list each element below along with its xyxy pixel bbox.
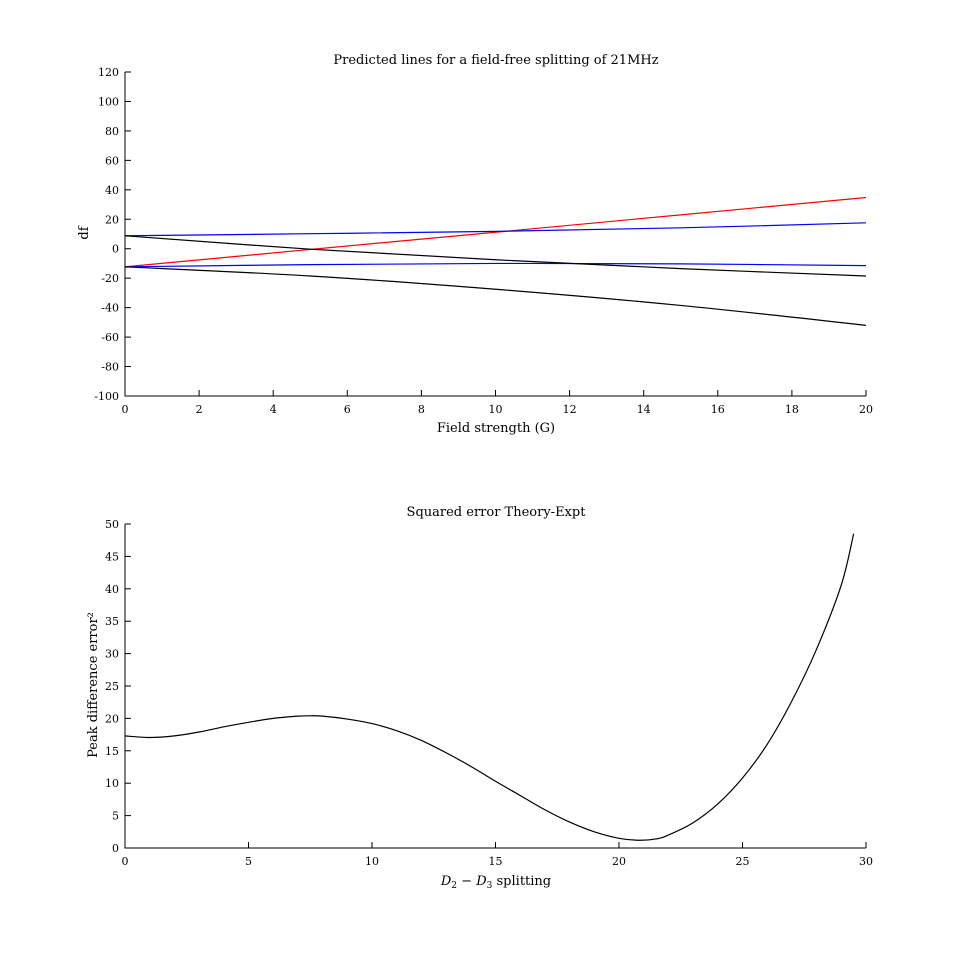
- x-label-sub1: 2: [451, 881, 457, 891]
- x-tick-label: 0: [122, 403, 129, 416]
- y-axis-label: df: [77, 225, 92, 239]
- y-tick-label: 50: [105, 518, 119, 531]
- y-tick-label: 15: [105, 745, 119, 758]
- x-tick-label: 15: [489, 855, 503, 868]
- y-tick-label: 5: [112, 810, 119, 823]
- y-tick-label: 10: [105, 777, 119, 790]
- x-tick-label: 25: [736, 855, 750, 868]
- x-tick-label: 10: [365, 855, 379, 868]
- chart-title: Predicted lines for a field-free splitti…: [333, 53, 658, 68]
- x-tick-label: 6: [344, 403, 351, 416]
- chart-predicted-lines: Predicted lines for a field-free splitti…: [77, 53, 873, 436]
- x-tick-label: 8: [418, 403, 425, 416]
- y-tick-label: -40: [101, 302, 119, 315]
- y-tick-label: -60: [101, 331, 119, 344]
- axis-lines: [124, 72, 866, 397]
- y-tick-label: -20: [101, 272, 119, 285]
- y-axis-label: Peak difference error²: [86, 612, 101, 758]
- series-line: [124, 266, 867, 326]
- x-label-rest: splitting: [492, 874, 551, 889]
- y-tick-label: 60: [105, 154, 119, 167]
- chart-squared-error: Squared error Theory-Expt D2 − D3 splitt…: [86, 505, 873, 891]
- series-lines: [124, 533, 855, 841]
- x-tick-label: 16: [711, 403, 725, 416]
- y-tick-label: 40: [105, 184, 119, 197]
- y-tick-label: 0: [112, 243, 119, 256]
- x-tick-label: 12: [563, 403, 577, 416]
- x-tick-label: 18: [785, 403, 799, 416]
- x-label-sub2: 3: [487, 881, 493, 891]
- series-line: [124, 222, 867, 237]
- axis-ticks: 0 5 10 15 20 25 30 0 5 10 15 20 25 30 35 40 45 50: [105, 518, 873, 868]
- series-lines: [124, 196, 867, 326]
- y-tick-label: 25: [105, 680, 119, 693]
- y-tick-label: 80: [105, 125, 119, 138]
- x-axis-label: D2 − D3 splitting: [440, 874, 551, 891]
- y-tick-label: 45: [105, 550, 119, 563]
- x-tick-label: 2: [196, 403, 203, 416]
- x-tick-label: 20: [859, 403, 873, 416]
- chart-title: Squared error Theory-Expt: [407, 505, 587, 520]
- x-tick-label: 14: [637, 403, 651, 416]
- x-tick-label: 10: [489, 403, 503, 416]
- y-tick-label: -100: [94, 390, 119, 403]
- y-tick-label: 100: [98, 95, 119, 108]
- y-tick-label: 20: [105, 213, 119, 226]
- series-line: [124, 196, 867, 268]
- y-tick-label: 0: [112, 842, 119, 855]
- x-label-minus: −: [457, 874, 476, 889]
- series-line: [124, 235, 867, 277]
- axis-ticks: 0 2 4 6 8 10 12 14 16 18 20 -100 -80 -60 -40 -20 0 20 40 60…: [94, 66, 873, 416]
- y-tick-label: 40: [105, 583, 119, 596]
- x-tick-label: 20: [612, 855, 626, 868]
- x-tick-label: 0: [122, 855, 129, 868]
- x-tick-label: 5: [245, 855, 252, 868]
- y-tick-label: 35: [105, 615, 119, 628]
- y-tick-label: 30: [105, 648, 119, 661]
- y-tick-label: -80: [101, 361, 119, 374]
- x-tick-label: 4: [270, 403, 277, 416]
- series-line: [124, 262, 867, 268]
- series-line: [124, 533, 855, 841]
- x-tick-label: 30: [859, 855, 873, 868]
- x-label-d1: D: [440, 874, 452, 889]
- y-tick-label: 20: [105, 712, 119, 725]
- x-axis-label: Field strength (G): [437, 421, 555, 436]
- x-label-d2: D: [475, 874, 487, 889]
- y-tick-label: 120: [98, 66, 119, 79]
- axis-lines: [124, 524, 866, 849]
